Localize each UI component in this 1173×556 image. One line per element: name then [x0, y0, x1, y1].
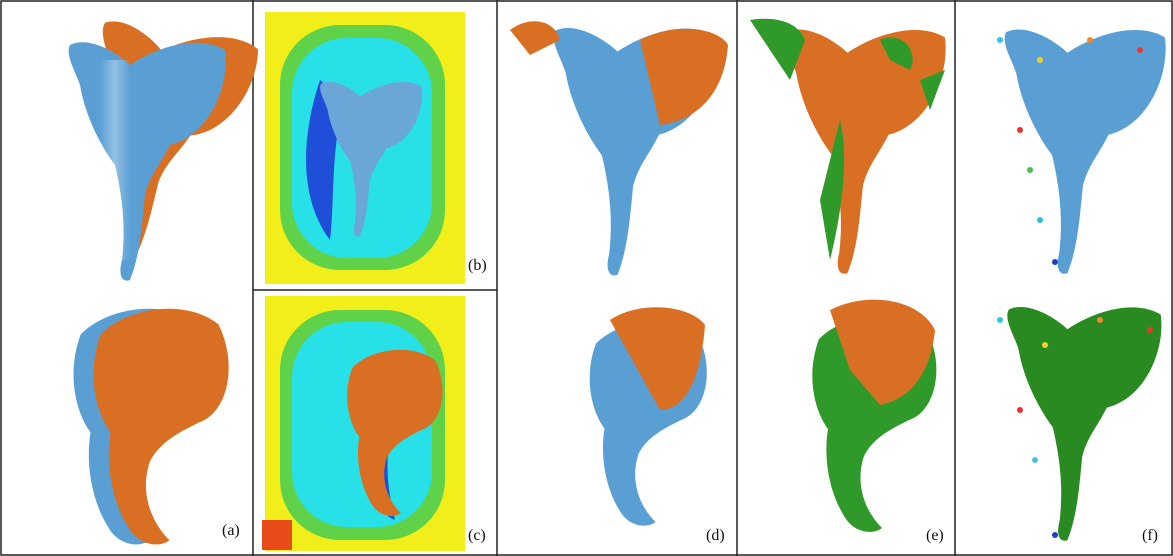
panel-e	[750, 19, 946, 532]
panel-label: (c)	[468, 527, 486, 544]
figure: (a) (b) (c) (d) (e) (f)	[0, 0, 1173, 556]
panel-label: (d)	[706, 527, 725, 544]
panel-d	[510, 21, 728, 525]
panel-label: (e)	[926, 527, 944, 544]
panel-label: (f)	[1142, 527, 1158, 544]
panel-b	[265, 12, 465, 284]
panel-f	[997, 29, 1166, 540]
panel-label: (a)	[222, 522, 240, 539]
panel-c	[262, 296, 465, 551]
panel-a	[69, 20, 260, 545]
panel-label: (b)	[468, 257, 487, 274]
